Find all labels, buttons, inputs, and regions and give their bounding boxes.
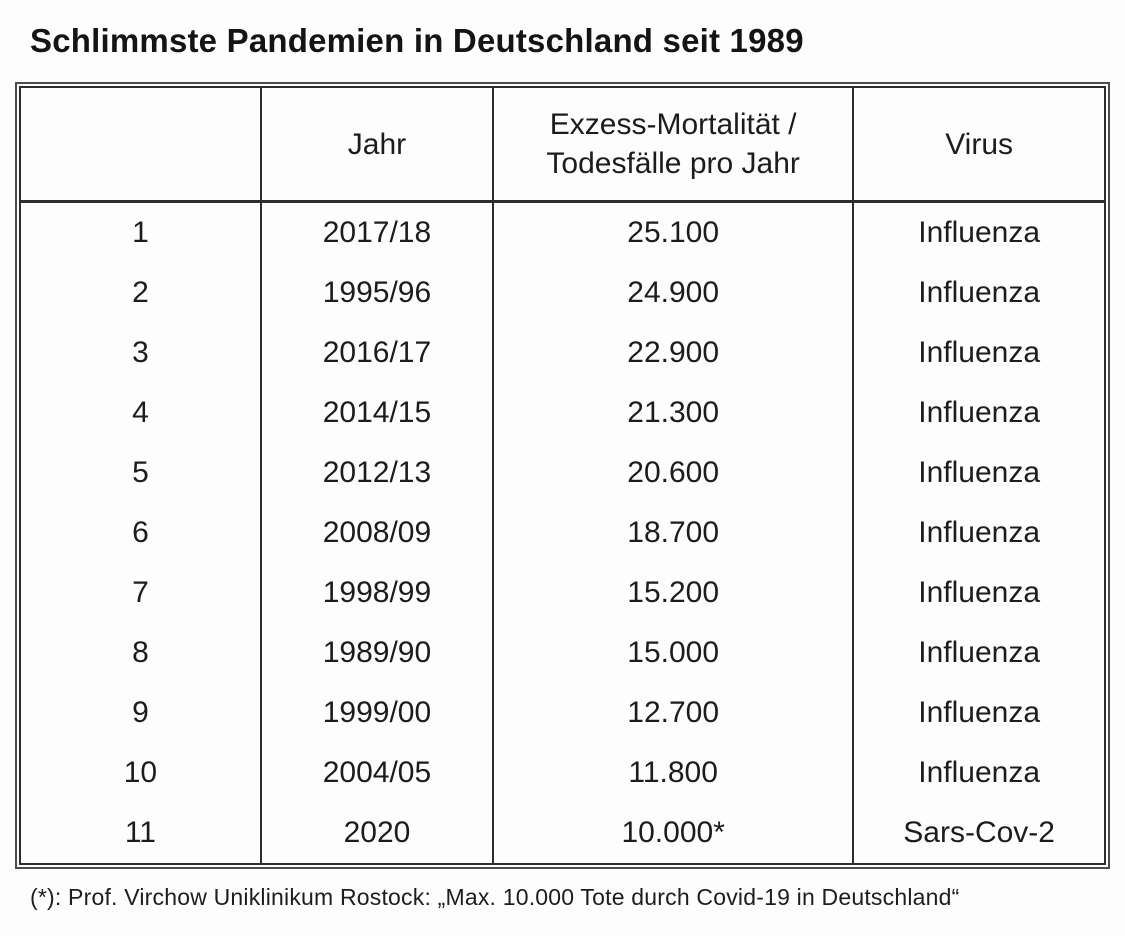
cell-mortalitaet: 24.900 (492, 263, 854, 323)
cell-rank: 10 (123, 756, 158, 789)
cell-jahr: 1999/00 (259, 683, 494, 743)
header-mortalitaet: Exzess-Mortalität / Todesfälle pro Jahr (492, 87, 854, 203)
header-rank (20, 87, 261, 203)
cell-rank: 4 (132, 396, 149, 429)
cell-rank: 6 (132, 516, 149, 549)
table-row: 6 2008/09 18.700 Influenza (20, 503, 1105, 563)
cell-rank: 9 (132, 696, 149, 729)
cell-virus: Sars-Cov-2 (852, 803, 1105, 864)
header-row: Jahr Exzess-Mortalität / Todesfälle pro … (20, 87, 1105, 203)
table-row: 4 2014/15 21.300 Influenza (20, 383, 1105, 443)
cell-rank: 1 (132, 216, 149, 249)
cell-virus: Influenza (852, 201, 1105, 263)
cell-jahr: 1995/96 (259, 263, 494, 323)
cell-virus: Influenza (852, 323, 1105, 383)
table-row: 2 1995/96 24.900 Influenza (20, 263, 1105, 323)
table-row: 7 1998/99 15.200 Influenza (20, 563, 1105, 623)
cell-virus: Influenza (852, 443, 1105, 503)
cell-jahr: 1989/90 (259, 623, 494, 683)
cell-virus: Influenza (852, 623, 1105, 683)
cell-rank: 7 (132, 576, 149, 609)
cell-mortalitaet: 10.000* (492, 803, 854, 864)
cell-mortalitaet: 20.600 (492, 443, 854, 503)
cell-mortalitaet: 25.100 (492, 201, 854, 263)
cell-jahr: 2012/13 (259, 443, 494, 503)
table-row: 5 2012/13 20.600 Influenza (20, 443, 1105, 503)
cell-mortalitaet: 22.900 (492, 323, 854, 383)
table-row: 3 2016/17 22.900 Influenza (20, 323, 1105, 383)
cell-rank: 5 (132, 456, 149, 489)
cell-jahr: 2004/05 (259, 743, 494, 803)
cell-rank: 11 (124, 816, 156, 849)
cell-jahr: 2016/17 (259, 323, 494, 383)
cell-mortalitaet: 21.300 (492, 383, 854, 443)
cell-mortalitaet: 12.700 (492, 683, 854, 743)
table-row: 10 2004/05 11.800 Influenza (20, 743, 1105, 803)
cell-jahr: 2020 (259, 803, 494, 864)
header-jahr: Jahr (259, 87, 494, 203)
cell-jahr: 2008/09 (259, 503, 494, 563)
cell-virus: Influenza (852, 383, 1105, 443)
cell-mortalitaet: 15.000 (492, 623, 854, 683)
table-row: 9 1999/00 12.700 Influenza (20, 683, 1105, 743)
cell-rank: 3 (132, 336, 149, 369)
cell-jahr: 2017/18 (259, 201, 494, 263)
cell-virus: Influenza (852, 563, 1105, 623)
page-title: Schlimmste Pandemien in Deutschland seit… (30, 22, 804, 59)
cell-jahr: 1998/99 (259, 563, 494, 623)
cell-mortalitaet: 18.700 (492, 503, 854, 563)
cell-rank: 2 (132, 276, 149, 309)
pandemics-table-frame: Jahr Exzess-Mortalität / Todesfälle pro … (15, 82, 1110, 869)
table-row: 1 2017/18 25.100 Influenza (20, 201, 1105, 263)
table-row: 8 1989/90 15.000 Influenza (20, 623, 1105, 683)
pandemics-table: Jahr Exzess-Mortalität / Todesfälle pro … (19, 86, 1106, 865)
table-row: 11 2020 10.000* Sars-Cov-2 (20, 803, 1105, 864)
cell-virus: Influenza (852, 263, 1105, 323)
cell-virus: Influenza (852, 743, 1105, 803)
footnote: (*): Prof. Virchow Uniklinikum Rostock: … (30, 884, 960, 910)
cell-mortalitaet: 11.800 (492, 743, 854, 803)
cell-virus: Influenza (852, 683, 1105, 743)
cell-virus: Influenza (852, 503, 1105, 563)
cell-jahr: 2014/15 (259, 383, 494, 443)
cell-mortalitaet: 15.200 (492, 563, 854, 623)
header-virus: Virus (852, 87, 1105, 203)
cell-rank: 8 (132, 636, 149, 669)
